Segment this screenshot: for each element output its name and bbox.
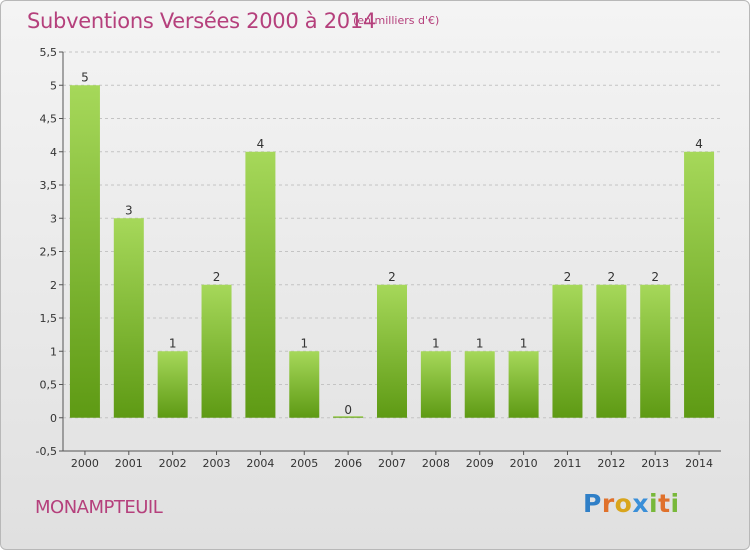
data-label-2002: 1	[169, 336, 177, 350]
y-tick-label: 0,5	[40, 379, 58, 392]
x-tick-label-2008: 2008	[422, 457, 450, 470]
bar-2013	[640, 284, 671, 418]
bar-2006	[333, 416, 364, 418]
bar-2003	[201, 284, 232, 418]
data-label-2010: 1	[520, 336, 528, 350]
logo-letter-x: x	[632, 489, 649, 518]
bars: 5 3 1 2 4 1 0 2 1 1 1 2 2 2 4	[69, 70, 715, 418]
y-tick-label: 5,5	[40, 46, 58, 59]
x-tick-label-2013: 2013	[641, 457, 669, 470]
bar-2005	[289, 351, 320, 418]
data-label-2011: 2	[564, 270, 572, 284]
data-label-2014: 4	[695, 137, 703, 151]
data-label-2000: 5	[81, 70, 89, 84]
logo-letter-t: t	[658, 489, 671, 518]
logo-letter-i: i	[649, 489, 659, 518]
y-tick-label: 3	[50, 212, 57, 225]
x-tick-label-2010: 2010	[510, 457, 538, 470]
data-label-2003: 2	[213, 270, 221, 284]
data-label-2005: 1	[300, 336, 308, 350]
x-tick-label-2012: 2012	[597, 457, 625, 470]
x-tick-label-2011: 2011	[553, 457, 581, 470]
y-tick-label: 4,5	[40, 113, 58, 126]
logo-letter-o: o	[614, 489, 633, 518]
logo-letter-r: r	[601, 489, 615, 518]
x-axis: 2000 2001 2002 2003 2004 2005 2006 2007 2008 2009…	[63, 450, 721, 470]
x-tick-label-2002: 2002	[159, 457, 187, 470]
bar-2007	[377, 284, 407, 418]
y-tick-label: 3,5	[40, 179, 58, 192]
y-tick-label: 1	[50, 345, 57, 358]
data-label-2004: 4	[257, 137, 265, 151]
logo-letter-i-2: i	[670, 489, 680, 518]
data-label-2006: 0	[344, 403, 352, 417]
bar-2011	[552, 284, 583, 418]
bar-2000	[69, 85, 100, 418]
data-label-2001: 3	[125, 203, 133, 217]
x-tick-label-2001: 2001	[115, 457, 143, 470]
commune-name: MONAMPTEUIL	[35, 497, 163, 518]
y-axis: -0,5 0 0,5 1 1,5 2 2,5 3 3,5 4 4,5 5 5,5	[36, 46, 64, 458]
data-label-2007: 2	[388, 270, 396, 284]
chart-unit: (en milliers d'€)	[353, 14, 440, 27]
y-tick-label: 1,5	[40, 312, 58, 325]
y-tick-label: 0	[50, 412, 57, 425]
x-tick-label-2003: 2003	[203, 457, 231, 470]
bar-2012	[596, 284, 627, 418]
bar-2001	[113, 218, 144, 418]
data-label-2013: 2	[651, 270, 659, 284]
chart-title: Subventions Versées 2000 à 2014	[27, 9, 376, 33]
logo-letter-p: P	[583, 489, 602, 518]
data-label-2009: 1	[476, 336, 484, 350]
bar-2010	[508, 351, 539, 418]
x-tick-label-2009: 2009	[466, 457, 494, 470]
data-label-2008: 1	[432, 336, 440, 350]
bar-2009	[464, 351, 495, 418]
bar-2002	[157, 351, 188, 418]
y-tick-label: 4	[50, 146, 57, 159]
x-tick-label-2005: 2005	[290, 457, 318, 470]
x-tick-label-2004: 2004	[246, 457, 274, 470]
bar-2008	[420, 351, 451, 418]
x-tick-label-2000: 2000	[71, 457, 99, 470]
proxiti-logo[interactable]: Proxiti	[583, 489, 680, 518]
data-label-2012: 2	[608, 270, 616, 284]
x-tick-label-2006: 2006	[334, 457, 362, 470]
y-tick-label: 5	[50, 79, 57, 92]
y-tick-label: -0,5	[36, 445, 57, 458]
bar-2004	[245, 151, 276, 418]
bar-2014	[684, 151, 715, 418]
y-tick-label: 2	[50, 279, 57, 292]
x-tick-label-2007: 2007	[378, 457, 406, 470]
x-tick-label-2014: 2014	[685, 457, 713, 470]
y-tick-label: 2,5	[40, 246, 58, 259]
